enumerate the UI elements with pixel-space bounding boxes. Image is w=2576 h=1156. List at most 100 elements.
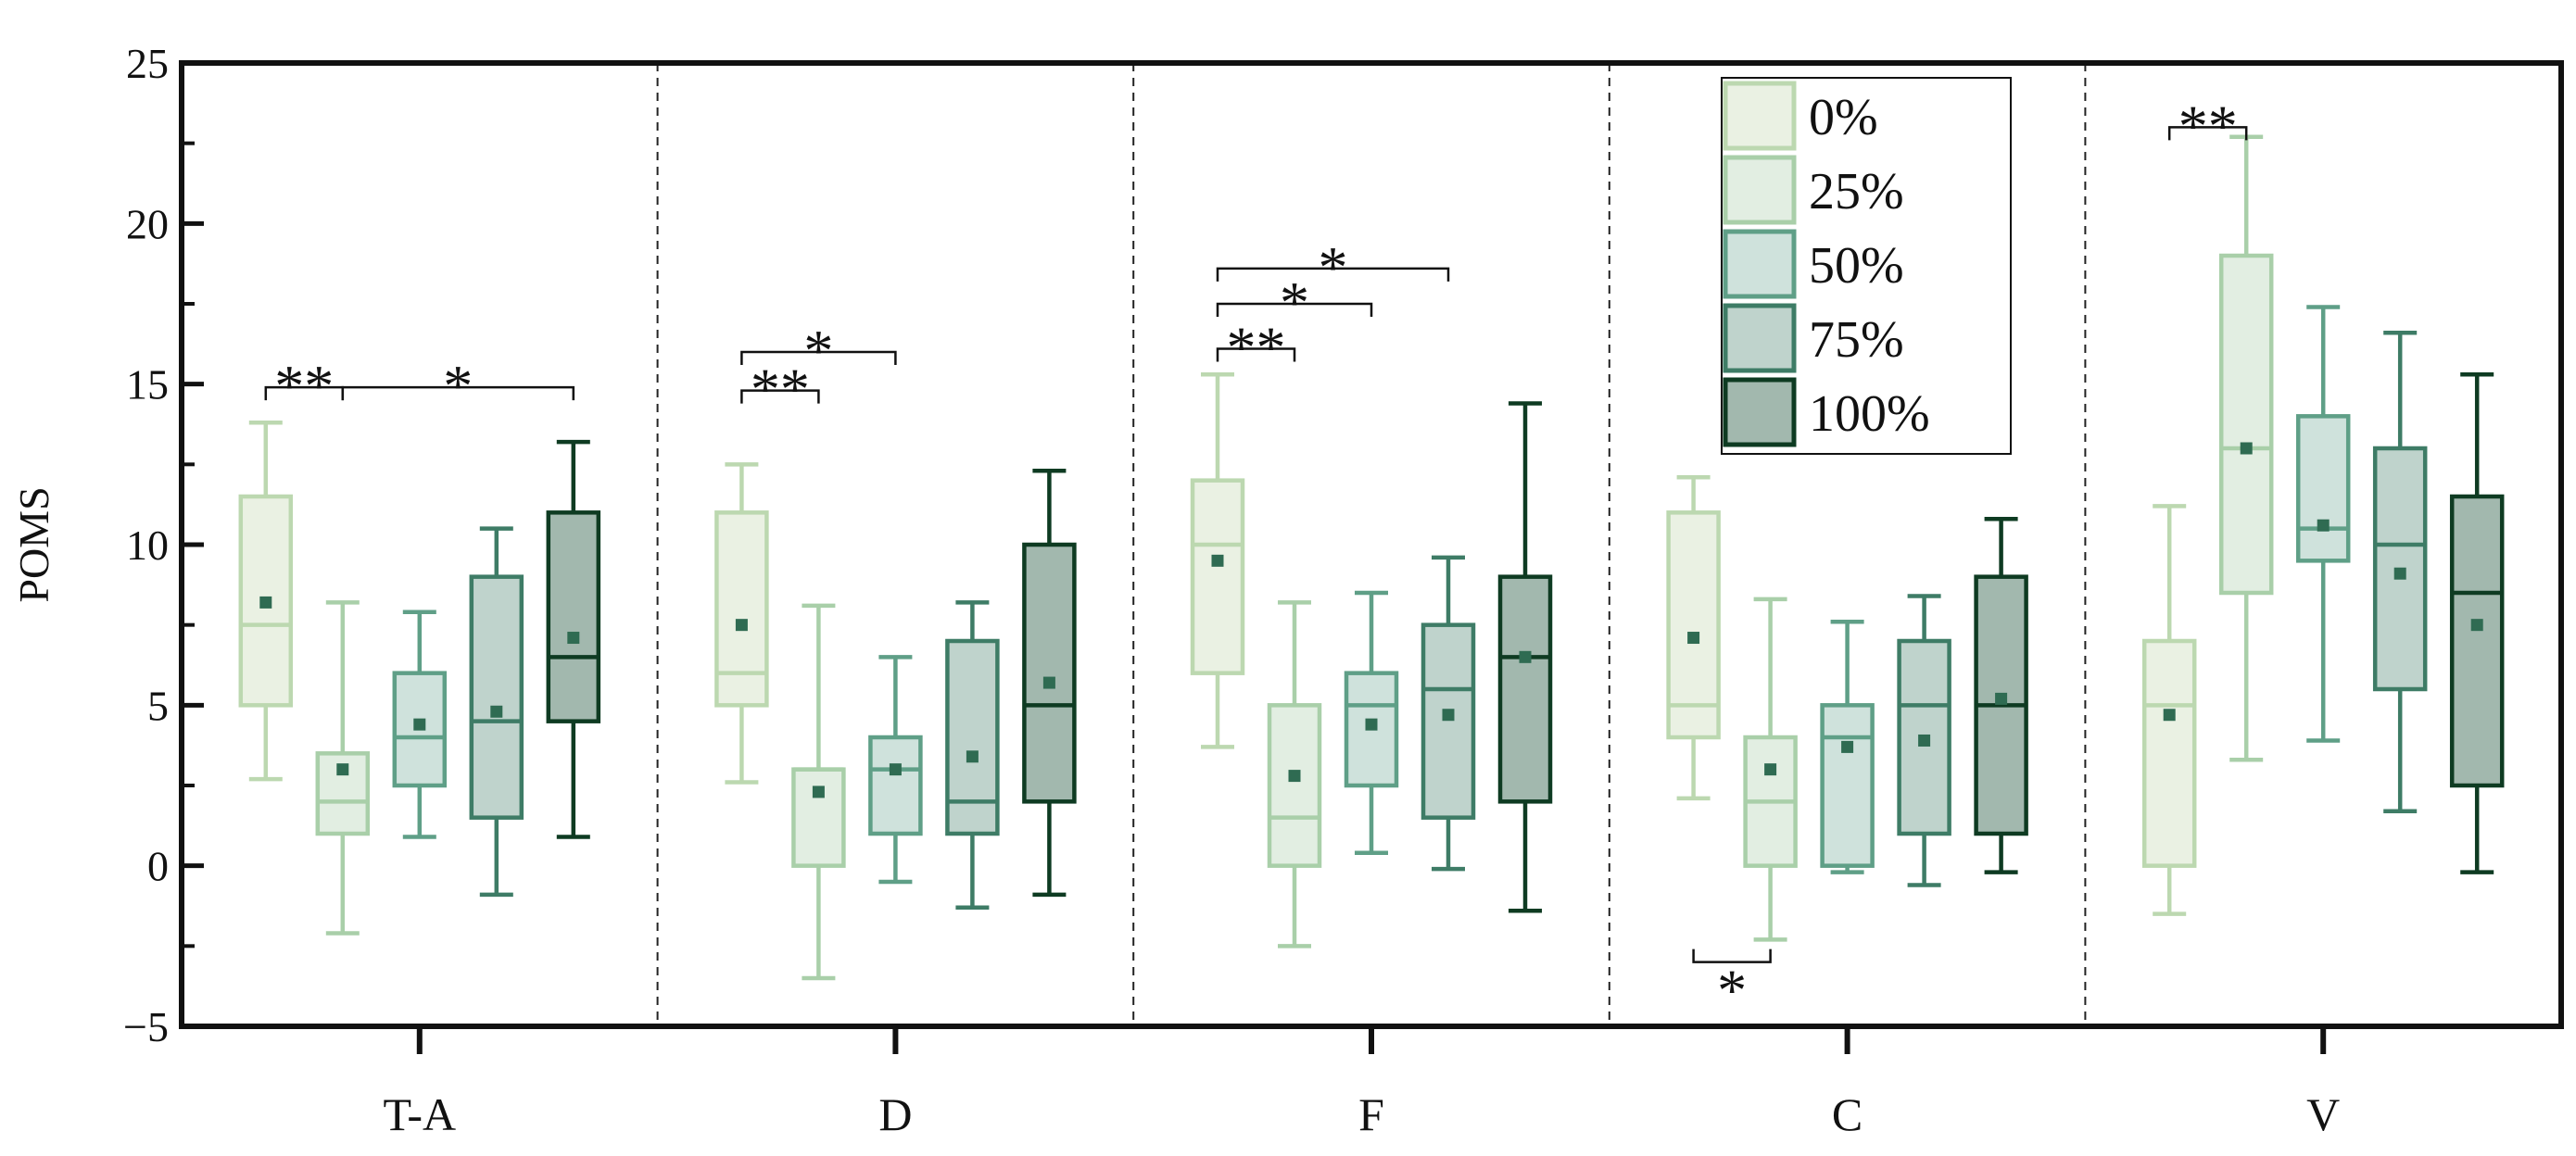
mean-marker — [490, 705, 503, 718]
y-tick-label: 25 — [126, 40, 169, 87]
significance-label: * — [803, 318, 833, 383]
bracket-line — [341, 385, 575, 401]
box-plot — [1897, 594, 1951, 887]
legend-swatch — [1723, 303, 1797, 373]
plot-frame — [179, 60, 2564, 1029]
y-tick-label: 20 — [126, 200, 169, 247]
significance-bracket: ** — [2167, 93, 2248, 158]
iqr-box — [469, 574, 524, 820]
mean-marker — [1519, 650, 1532, 663]
legend-label: 0% — [1809, 89, 1878, 146]
box-plot — [2449, 372, 2505, 874]
box-plot — [1820, 619, 1875, 874]
significance-label: * — [1280, 270, 1309, 335]
x-tick-label: T-A — [383, 1088, 456, 1140]
iqr-box — [1497, 574, 1553, 804]
legend-item: 100% — [1723, 377, 1930, 447]
significance-label: ** — [1227, 315, 1286, 381]
box-plot — [315, 600, 371, 936]
significance-label: ** — [751, 357, 810, 422]
legend-swatch — [1723, 155, 1797, 225]
legend-item: 25% — [1723, 155, 1904, 225]
box-plot — [868, 655, 923, 885]
box-layer — [238, 134, 2505, 981]
box-plot — [2218, 134, 2274, 762]
iqr-box — [2218, 253, 2274, 596]
mean-marker — [1687, 632, 1700, 645]
y-tick-label: 15 — [126, 361, 169, 408]
mean-marker — [1841, 740, 1854, 753]
box-plot — [546, 439, 601, 839]
box-plot — [469, 526, 524, 898]
significance-label: ** — [2178, 93, 2238, 158]
legend-item: 50% — [1723, 229, 1904, 299]
significance-bracket: * — [1216, 270, 1373, 335]
bracket-line — [1216, 347, 1296, 362]
mean-marker — [413, 718, 426, 731]
iqr-box — [1022, 542, 1077, 804]
legend: 0% 25% 50% 75% 100% — [1721, 77, 2012, 455]
significance-bracket: ** — [1216, 315, 1296, 381]
iqr-box — [868, 735, 923, 836]
legend-swatch — [1723, 81, 1797, 151]
y-tick-label: 10 — [126, 521, 169, 569]
significance-bracket: * — [1692, 949, 1772, 1024]
significance-bracket: * — [341, 353, 575, 419]
legend-swatch — [1723, 377, 1797, 447]
significance-bracket: * — [740, 318, 897, 383]
iqr-box — [2295, 414, 2351, 563]
divider-layer — [656, 63, 2087, 1026]
bracket-line — [740, 350, 897, 365]
mean-marker — [1442, 709, 1455, 722]
mean-marker — [2317, 519, 2330, 532]
box-plot — [714, 462, 769, 785]
legend-item: 75% — [1723, 303, 1904, 373]
legend-label: 25% — [1809, 163, 1904, 220]
mean-marker — [1918, 734, 1931, 747]
mean-marker — [567, 632, 580, 645]
mean-marker — [1288, 770, 1301, 783]
mean-marker — [966, 750, 979, 763]
mean-marker — [2163, 709, 2176, 722]
legend-label: 50% — [1809, 237, 1904, 295]
box-plot — [1497, 401, 1553, 913]
x-tick-label: D — [878, 1088, 912, 1140]
iqr-box — [791, 767, 846, 868]
mean-marker — [889, 763, 902, 776]
bracket-line — [1216, 302, 1373, 317]
significance-bracket: ** — [740, 357, 820, 422]
y-tick-label: 0 — [147, 843, 169, 890]
box-plot — [791, 603, 846, 981]
mean-marker — [735, 619, 748, 632]
x-tick-label: F — [1358, 1088, 1384, 1140]
iqr-box — [945, 638, 1000, 836]
mean-marker — [336, 763, 349, 776]
bracket-line — [2167, 126, 2248, 141]
iqr-box — [1666, 510, 1721, 740]
box-plot — [1743, 597, 1798, 942]
significance-label: * — [1717, 958, 1747, 1024]
axis-layer: −5 0 5 10 15 20 25 T-A D F C V — [123, 40, 2340, 1140]
significance-bracket: ** — [264, 353, 345, 419]
mean-marker — [1211, 554, 1224, 567]
box-plot — [1421, 555, 1476, 872]
y-axis-title: POMS — [10, 486, 57, 602]
mean-marker — [259, 596, 272, 609]
significance-layer: ** * *** ******* — [264, 93, 2248, 1024]
box-plot — [1267, 600, 1322, 949]
legend-label: 75% — [1809, 311, 1904, 369]
legend-label: 100% — [1809, 385, 1930, 443]
x-tick-label: C — [1832, 1088, 1863, 1140]
box-plot — [392, 609, 448, 839]
mean-marker — [1365, 718, 1378, 731]
significance-bracket: * — [1216, 234, 1450, 300]
x-tick-label: V — [2306, 1088, 2340, 1140]
significance-label: * — [1319, 234, 1348, 300]
mean-marker — [1042, 676, 1055, 689]
iqr-box — [546, 510, 601, 723]
iqr-box — [2449, 494, 2505, 788]
legend-swatch — [1723, 229, 1797, 299]
bracket-line — [740, 389, 820, 404]
mean-marker — [2240, 442, 2253, 455]
